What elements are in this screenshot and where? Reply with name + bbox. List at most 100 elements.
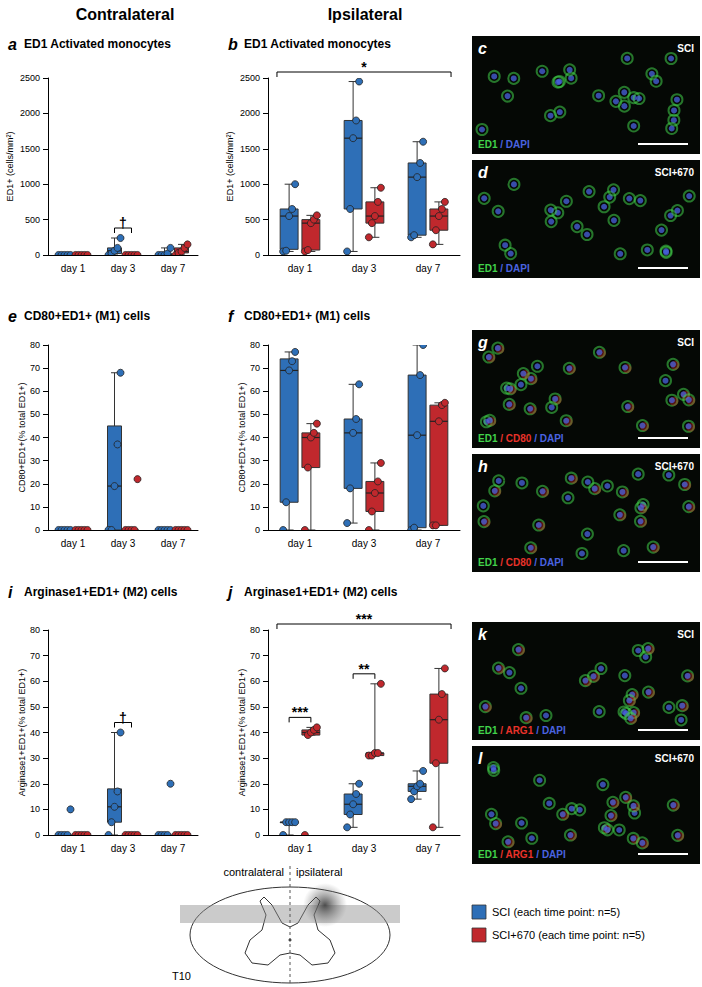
svg-text:***: *** xyxy=(356,611,373,627)
svg-text:i: i xyxy=(8,584,13,601)
svg-text:70: 70 xyxy=(250,651,260,661)
svg-text:50: 50 xyxy=(250,409,260,419)
svg-text:SCI: SCI xyxy=(677,337,694,348)
svg-text:b: b xyxy=(228,36,238,53)
svg-text:/ ARG1: / ARG1 xyxy=(500,849,533,860)
svg-text:T10: T10 xyxy=(172,970,191,982)
svg-text:50: 50 xyxy=(30,409,40,419)
svg-text:CD80+ED1+ (M1) cells: CD80+ED1+ (M1) cells xyxy=(244,309,370,323)
svg-text:10: 10 xyxy=(30,804,40,814)
svg-text:***: *** xyxy=(292,704,309,720)
svg-text:day 7: day 7 xyxy=(161,843,186,854)
svg-text:2000: 2000 xyxy=(240,108,260,118)
svg-text:/ DAPI: / DAPI xyxy=(536,725,566,736)
svg-text:40: 40 xyxy=(30,728,40,738)
svg-text:30: 30 xyxy=(250,753,260,763)
svg-text:500: 500 xyxy=(245,215,260,225)
svg-text:/ DAPI: / DAPI xyxy=(500,139,530,150)
svg-text:40: 40 xyxy=(30,433,40,443)
svg-text:day 1: day 1 xyxy=(61,843,86,854)
svg-text:50: 50 xyxy=(30,702,40,712)
svg-text:/ ARG1: / ARG1 xyxy=(500,725,533,736)
svg-text:SCI+670: SCI+670 xyxy=(655,167,695,178)
svg-text:20: 20 xyxy=(250,779,260,789)
svg-text:g: g xyxy=(477,334,488,351)
svg-text:0: 0 xyxy=(35,830,40,840)
svg-text:0: 0 xyxy=(255,830,260,840)
svg-text:1500: 1500 xyxy=(20,144,40,154)
svg-text:Arginase1+ED1+(% total ED1+): Arginase1+ED1+(% total ED1+) xyxy=(237,669,247,796)
svg-text:80: 80 xyxy=(250,625,260,635)
svg-text:SCI+670: SCI+670 xyxy=(655,461,695,472)
svg-text:†: † xyxy=(119,215,127,231)
svg-text:SCI (each time point: n=5): SCI (each time point: n=5) xyxy=(492,906,620,918)
svg-text:0: 0 xyxy=(35,250,40,260)
svg-text:day 1: day 1 xyxy=(288,843,313,854)
svg-text:0: 0 xyxy=(35,525,40,535)
svg-text:30: 30 xyxy=(30,753,40,763)
svg-text:70: 70 xyxy=(250,363,260,373)
svg-text:0: 0 xyxy=(255,250,260,260)
svg-text:ED1: ED1 xyxy=(478,725,498,736)
svg-text:50: 50 xyxy=(250,702,260,712)
svg-text:CD80+ED1+(% total ED1+): CD80+ED1+(% total ED1+) xyxy=(237,383,247,493)
svg-text:60: 60 xyxy=(30,386,40,396)
svg-text:2500: 2500 xyxy=(20,73,40,83)
svg-text:a: a xyxy=(8,36,17,53)
svg-text:ED1+ (cells/mm²): ED1+ (cells/mm²) xyxy=(225,132,235,202)
svg-text:/ DAPI: / DAPI xyxy=(534,433,564,444)
svg-text:20: 20 xyxy=(250,479,260,489)
svg-text:j: j xyxy=(226,584,233,601)
svg-text:ED1: ED1 xyxy=(478,433,498,444)
svg-text:**: ** xyxy=(359,661,370,677)
svg-text:2500: 2500 xyxy=(240,73,260,83)
svg-text:0: 0 xyxy=(255,525,260,535)
svg-text:10: 10 xyxy=(30,502,40,512)
svg-text:day 7: day 7 xyxy=(161,538,186,549)
svg-text:day 3: day 3 xyxy=(111,843,136,854)
svg-text:ED1: ED1 xyxy=(478,849,498,860)
svg-text:contralateral: contralateral xyxy=(223,866,284,878)
svg-text:CD80+ED1+ (M1) cells: CD80+ED1+ (M1) cells xyxy=(24,309,150,323)
svg-text:60: 60 xyxy=(30,676,40,686)
svg-text:10: 10 xyxy=(250,804,260,814)
svg-text:day 7: day 7 xyxy=(416,538,441,549)
svg-text:70: 70 xyxy=(30,651,40,661)
svg-text:SCI+670 (each time point: n=5): SCI+670 (each time point: n=5) xyxy=(492,929,645,941)
svg-text:c: c xyxy=(478,40,487,57)
svg-text:day 3: day 3 xyxy=(352,263,377,274)
svg-text:/ DAPI: / DAPI xyxy=(500,263,530,274)
svg-text:day 3: day 3 xyxy=(111,538,136,549)
svg-text:ED1 Activated monocytes: ED1 Activated monocytes xyxy=(244,37,391,51)
svg-text:40: 40 xyxy=(250,433,260,443)
svg-text:e: e xyxy=(8,308,17,325)
svg-text:h: h xyxy=(478,458,488,475)
svg-text:Arginase1+ED1+(% total ED1+): Arginase1+ED1+(% total ED1+) xyxy=(17,669,27,796)
svg-text:Arginase1+ED1+ (M2) cells: Arginase1+ED1+ (M2) cells xyxy=(24,585,178,599)
svg-text:day 7: day 7 xyxy=(416,263,441,274)
svg-text:day 3: day 3 xyxy=(352,538,377,549)
svg-text:ipsilateral: ipsilateral xyxy=(296,866,342,878)
svg-text:d: d xyxy=(478,164,489,181)
svg-text:ED1 Activated monocytes: ED1 Activated monocytes xyxy=(24,37,171,51)
svg-text:10: 10 xyxy=(250,502,260,512)
svg-text:1500: 1500 xyxy=(240,144,260,154)
svg-text:20: 20 xyxy=(30,479,40,489)
svg-text:CD80+ED1+(% total ED1+): CD80+ED1+(% total ED1+) xyxy=(17,383,27,493)
svg-text:1000: 1000 xyxy=(20,179,40,189)
svg-text:20: 20 xyxy=(30,779,40,789)
svg-text:500: 500 xyxy=(25,215,40,225)
svg-text:day 7: day 7 xyxy=(161,263,186,274)
svg-text:day 3: day 3 xyxy=(352,843,377,854)
svg-text:/ CD80: / CD80 xyxy=(500,433,532,444)
svg-text:1000: 1000 xyxy=(240,179,260,189)
svg-text:day 1: day 1 xyxy=(288,263,313,274)
svg-text:60: 60 xyxy=(250,676,260,686)
svg-text:/ CD80: / CD80 xyxy=(500,557,532,568)
svg-text:ED1: ED1 xyxy=(478,557,498,568)
svg-text:l: l xyxy=(478,750,483,767)
svg-text:80: 80 xyxy=(30,340,40,350)
svg-text:Ipsilateral: Ipsilateral xyxy=(328,6,403,23)
svg-text:k: k xyxy=(478,626,488,643)
svg-text:60: 60 xyxy=(250,386,260,396)
